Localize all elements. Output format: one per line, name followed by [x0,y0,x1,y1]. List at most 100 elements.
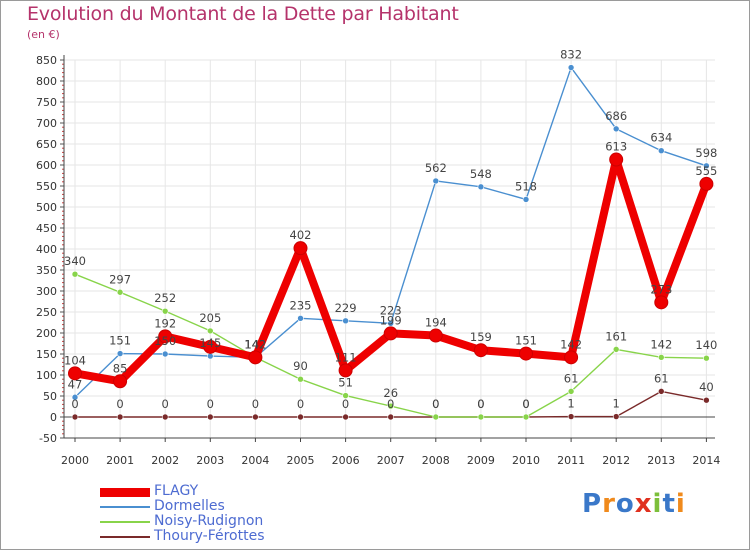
data-point [699,176,714,191]
data-label: 518 [515,179,537,193]
data-label: 85 [113,361,128,375]
y-tick-label: 450 [36,222,57,235]
x-tick-label: 2010 [512,454,540,467]
data-point [203,339,218,354]
data-label: 0 [116,397,123,411]
data-point [477,183,485,191]
data-point [252,413,259,421]
data-point [338,363,353,378]
data-point [207,352,214,360]
data-label: 252 [154,291,176,305]
data-point [161,413,169,421]
x-tick-label: 2007 [377,454,405,467]
y-tick-label: 100 [36,369,57,382]
data-point [654,295,669,310]
data-point [342,317,349,325]
legend-item: Thoury-Férottes [100,528,320,544]
data-point [522,196,530,203]
data-point [116,288,124,296]
data-point [432,413,440,421]
data-point [71,393,79,401]
data-point [297,314,304,322]
y-tick-label: -50 [39,432,57,445]
y-tick-label: 300 [36,285,57,298]
x-tick-label: 2004 [241,454,269,467]
data-label: 297 [109,272,131,286]
legend-item: Noisy-Rudignon [100,513,320,529]
data-label: 194 [425,316,447,330]
data-point [207,327,214,335]
x-tick-label: 2014 [692,454,720,467]
data-label: 0 [207,397,214,411]
x-tick-label: 2012 [602,454,630,467]
x-tick-label: 2005 [287,454,315,467]
y-tick-label: 500 [36,201,57,214]
x-tick-label: 2001 [106,454,134,467]
data-point [387,402,395,410]
data-label: 0 [252,397,259,411]
data-point [293,241,308,256]
data-label: 205 [199,311,221,325]
data-point [116,413,124,421]
data-label: 273 [650,282,672,296]
data-label: 151 [515,334,537,348]
data-label: 0 [477,397,484,411]
data-label: 0 [432,397,439,411]
y-tick-label: 50 [43,390,57,403]
x-tick-label: 2013 [647,454,675,467]
data-point [477,413,485,421]
logo-letter: x [634,489,653,519]
data-point [161,350,169,358]
logo-letter: P [582,489,603,519]
data-point [71,270,79,278]
data-point [207,413,214,421]
series-noisy-rudignon [71,270,710,421]
x-tick-label: 2003 [196,454,224,467]
data-point [612,346,620,353]
data-label: 613 [605,140,627,154]
data-label: 0 [71,397,78,411]
data-label: 0 [522,397,529,411]
data-label: 161 [605,329,627,343]
data-label: 0 [477,397,484,411]
data-point [342,413,349,421]
data-label: 832 [560,48,582,62]
data-point [522,413,530,421]
data-point [703,354,710,362]
data-point [657,147,665,155]
x-tick-label: 2002 [151,454,179,467]
data-point [612,413,620,420]
data-point [564,350,579,365]
legend-swatch [100,536,150,538]
x-tick-label: 2009 [467,454,495,467]
data-label: 111 [335,350,357,364]
data-label: 0 [522,397,529,411]
series-flagy [68,152,714,389]
y-tick-label: 600 [36,159,57,172]
data-point [248,350,263,365]
data-point [609,152,624,167]
data-label: 90 [293,359,308,373]
data-label: 1 [567,397,574,411]
data-point [567,388,575,395]
y-tick-label: 0 [50,411,57,424]
data-label: 0 [162,397,169,411]
data-label: 142 [244,337,266,351]
data-label: 0 [342,397,349,411]
data-point [657,388,665,395]
y-tick-label: 250 [36,306,57,319]
data-point [432,177,440,185]
data-label: 0 [432,397,439,411]
data-point [567,64,575,71]
proxiti-logo: Proxiti [582,489,686,519]
x-tick-label: 2006 [332,454,360,467]
data-point [703,396,710,404]
data-point [387,413,395,421]
data-label: 598 [695,146,717,160]
data-label: 140 [695,338,717,352]
legend-label: Noisy-Rudignon [154,513,264,529]
data-point [473,343,488,358]
data-label: 61 [654,371,669,385]
legend-item: FLAGY [100,483,320,499]
data-point [387,320,395,327]
